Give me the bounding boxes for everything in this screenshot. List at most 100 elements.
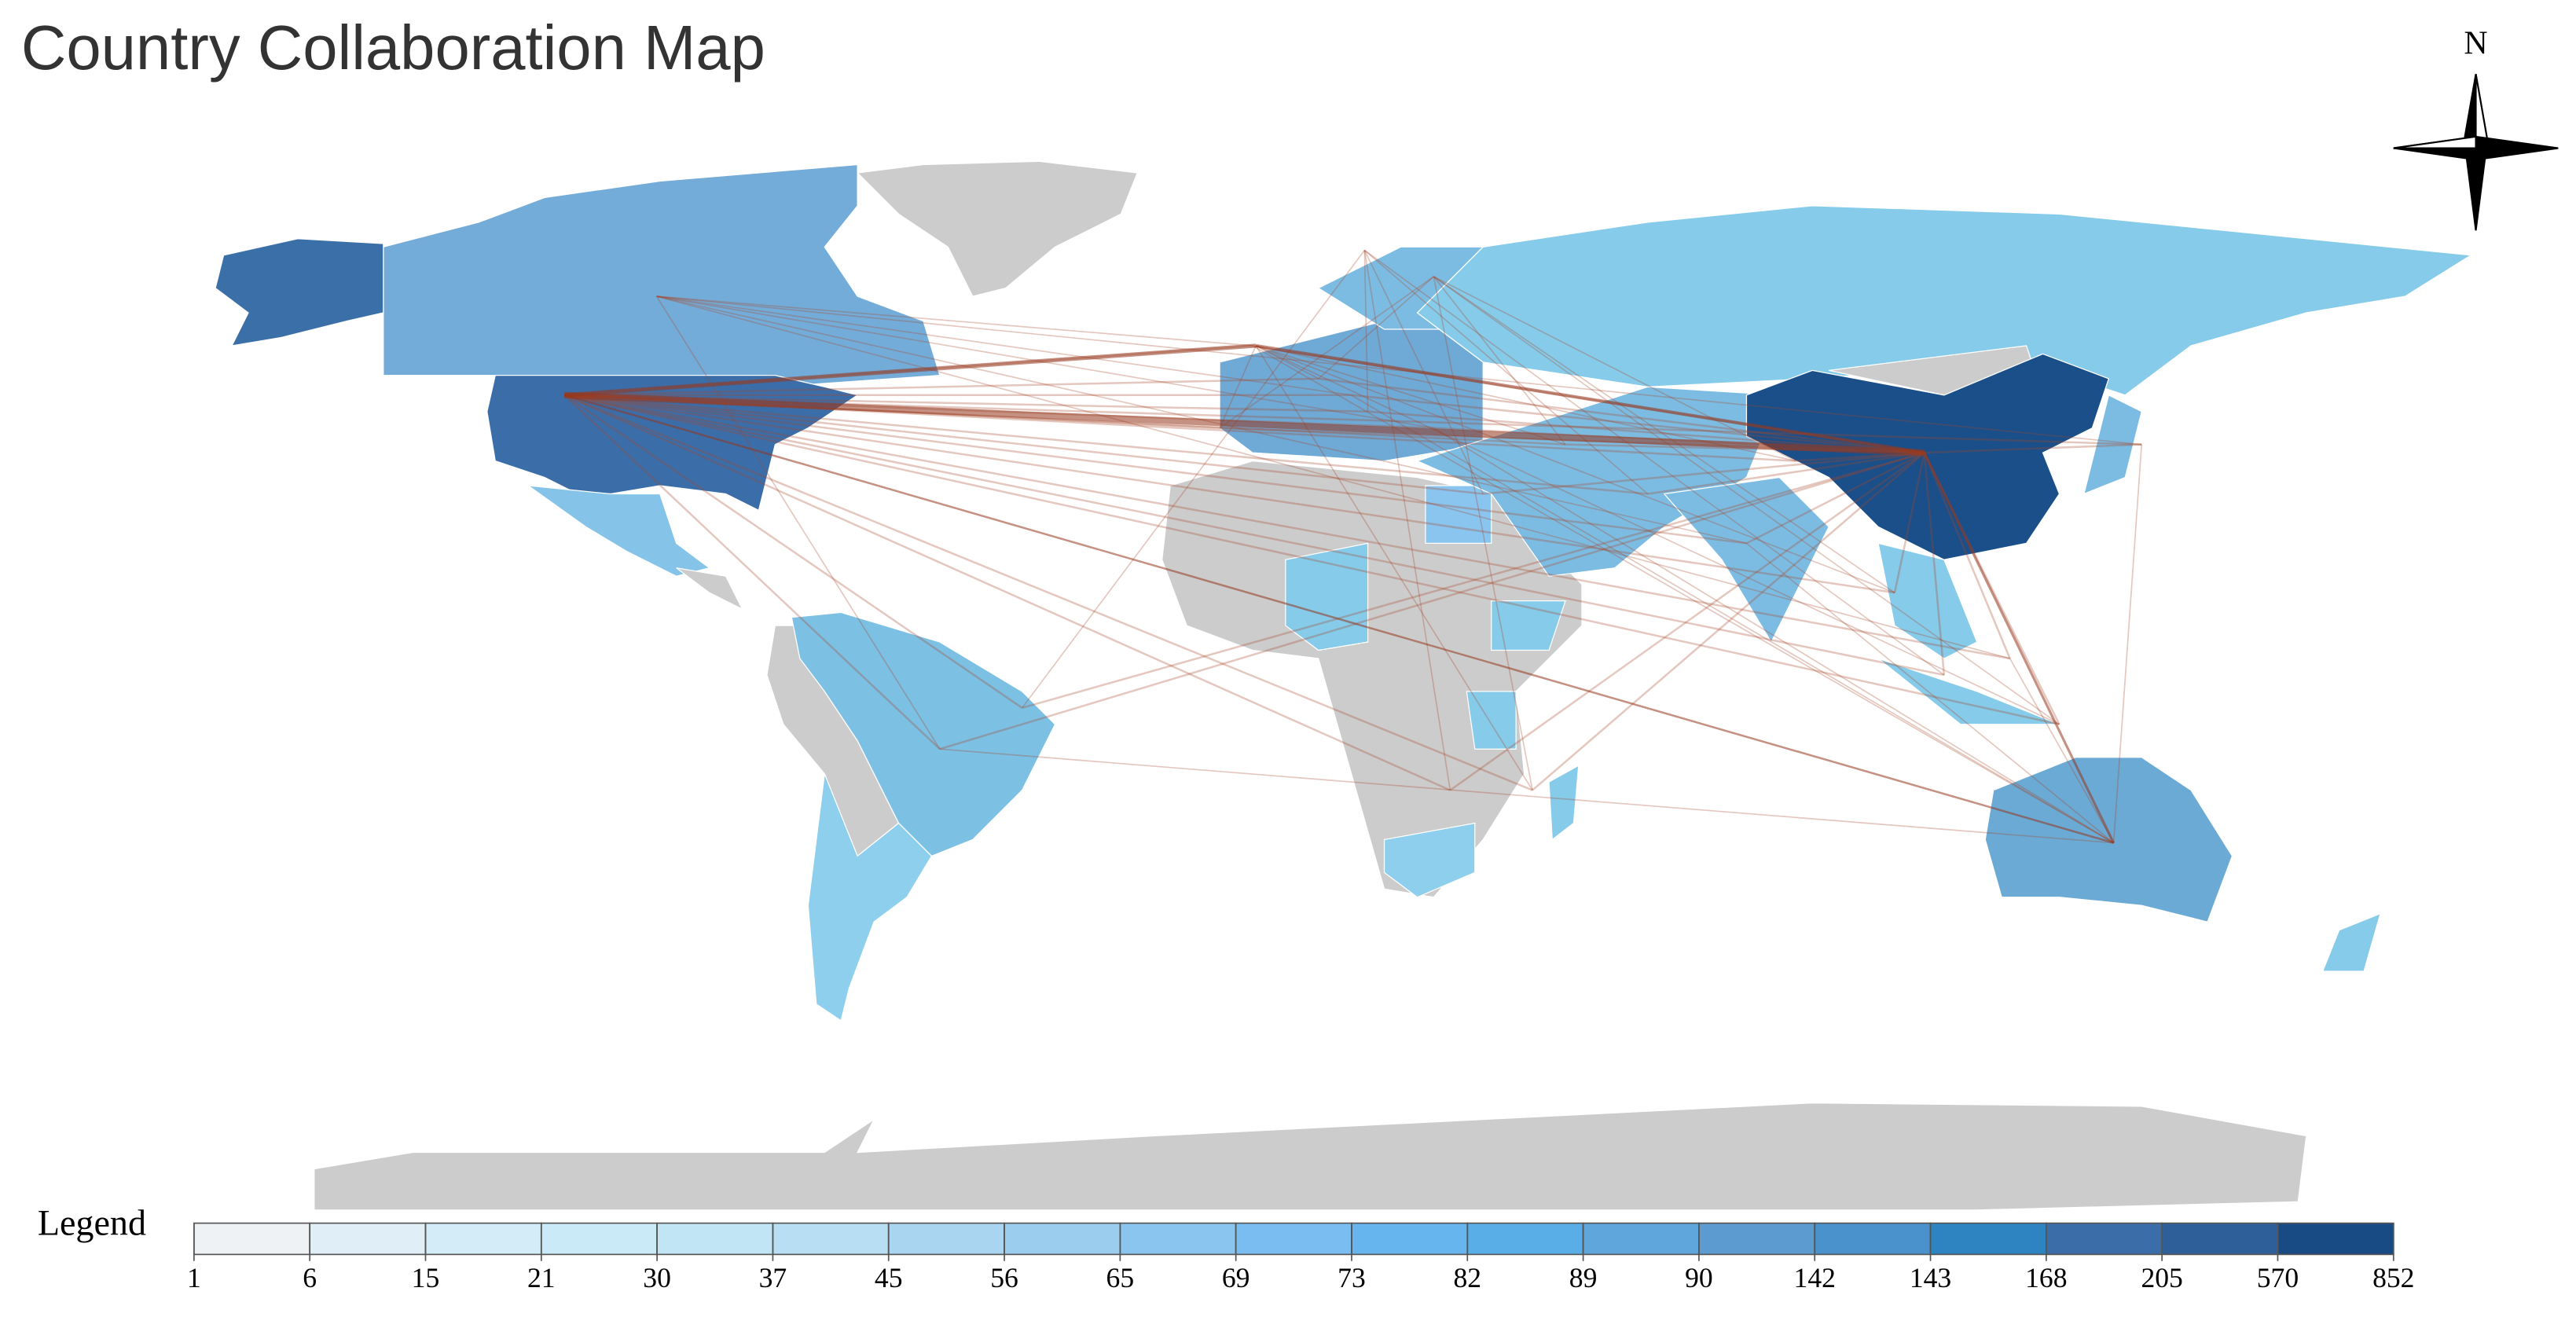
link [655,295,941,750]
legend-tick-label: 90 [1685,1262,1713,1293]
country [807,773,933,1022]
link [2112,444,2143,843]
link [1363,249,1945,676]
link [564,343,1257,398]
legend-swatch [424,1222,542,1256]
link [1449,452,1925,791]
link [1745,542,2115,844]
country [215,238,384,347]
link [564,377,1319,397]
link [564,394,2010,660]
link [1923,452,2011,659]
link [563,394,1945,677]
link [1318,276,1434,380]
link [1351,394,1925,454]
link [563,394,1533,791]
link [1433,276,1533,791]
link [939,748,2114,844]
country [1491,600,1566,651]
link [1433,276,1566,446]
legend-swatch [656,1222,774,1256]
compass-needle [2393,135,2477,149]
link [2009,658,2115,844]
link [563,394,1023,709]
country [1383,822,1476,898]
link [1219,276,1434,429]
country [1877,658,2060,725]
legend-tick-label: 82 [1453,1262,1481,1293]
link [563,394,1451,791]
link [564,394,1747,545]
legend-swatch [1698,1222,1816,1256]
country [791,611,1056,857]
country [1285,542,1369,651]
legend-swatch [193,1222,311,1256]
link [563,394,2060,726]
legend-tick-label: 142 [1794,1262,1836,1293]
link [1318,377,1925,454]
legend-tick-label: 56 [990,1262,1018,1293]
legend-swatch [1466,1222,1584,1256]
link [1647,451,1925,495]
link [1021,249,1366,709]
link [1923,452,2115,844]
link [1433,276,1895,593]
link [563,394,941,750]
link [1924,443,2142,454]
legend-tick-label: 30 [643,1262,671,1293]
country [2321,912,2381,972]
legend-tick-label: 69 [1222,1262,1250,1293]
compass-needle [2475,74,2489,141]
legend-swatch [1814,1222,1932,1256]
legend-tick-label: 570 [2257,1262,2299,1293]
country [1663,476,1829,644]
link [1745,452,1925,545]
link [564,394,1648,495]
link [656,295,2142,446]
link [1351,394,2115,844]
country [526,485,711,577]
legend-swatch [1929,1222,2047,1256]
country [1416,205,2473,396]
compass-label: N [2464,25,2487,61]
link [1255,345,1533,791]
country [486,375,859,512]
legend-tick-label: 73 [1338,1262,1366,1293]
legend-swatch [772,1222,890,1256]
link [1483,451,1925,495]
legend-tick-label: 15 [412,1262,440,1293]
link [1532,452,1925,791]
link [1255,343,1925,455]
link [1255,345,1319,380]
legend-swatch [2277,1222,2394,1256]
country [1877,542,1978,659]
legend-tick-label: 21 [527,1262,556,1293]
compass: N [2393,25,2559,231]
countries [215,160,2473,1211]
link [564,394,1484,495]
country [1425,485,1492,544]
legend-swatch [2046,1222,2163,1256]
country [314,1102,2307,1211]
link [564,394,1895,594]
link [1363,250,1451,791]
legend-tick-label: 45 [875,1262,903,1293]
link [1923,453,1946,676]
legend-swatch [1351,1222,1469,1256]
legend-swatch [887,1222,1005,1256]
link [1433,427,2115,844]
legend-tick-label: 65 [1106,1262,1135,1293]
legend-tick-label: 205 [2141,1262,2182,1293]
legend-title: Legend [38,1202,146,1242]
legend-tick-label: 89 [1569,1262,1598,1293]
link [656,295,1352,396]
link [1255,345,2060,725]
country [1548,765,1580,841]
legend-tick-label: 143 [1910,1262,1951,1293]
link [1255,345,1895,593]
legend-tick-label: 1 [187,1262,201,1293]
country [383,163,941,387]
link [564,391,1925,457]
